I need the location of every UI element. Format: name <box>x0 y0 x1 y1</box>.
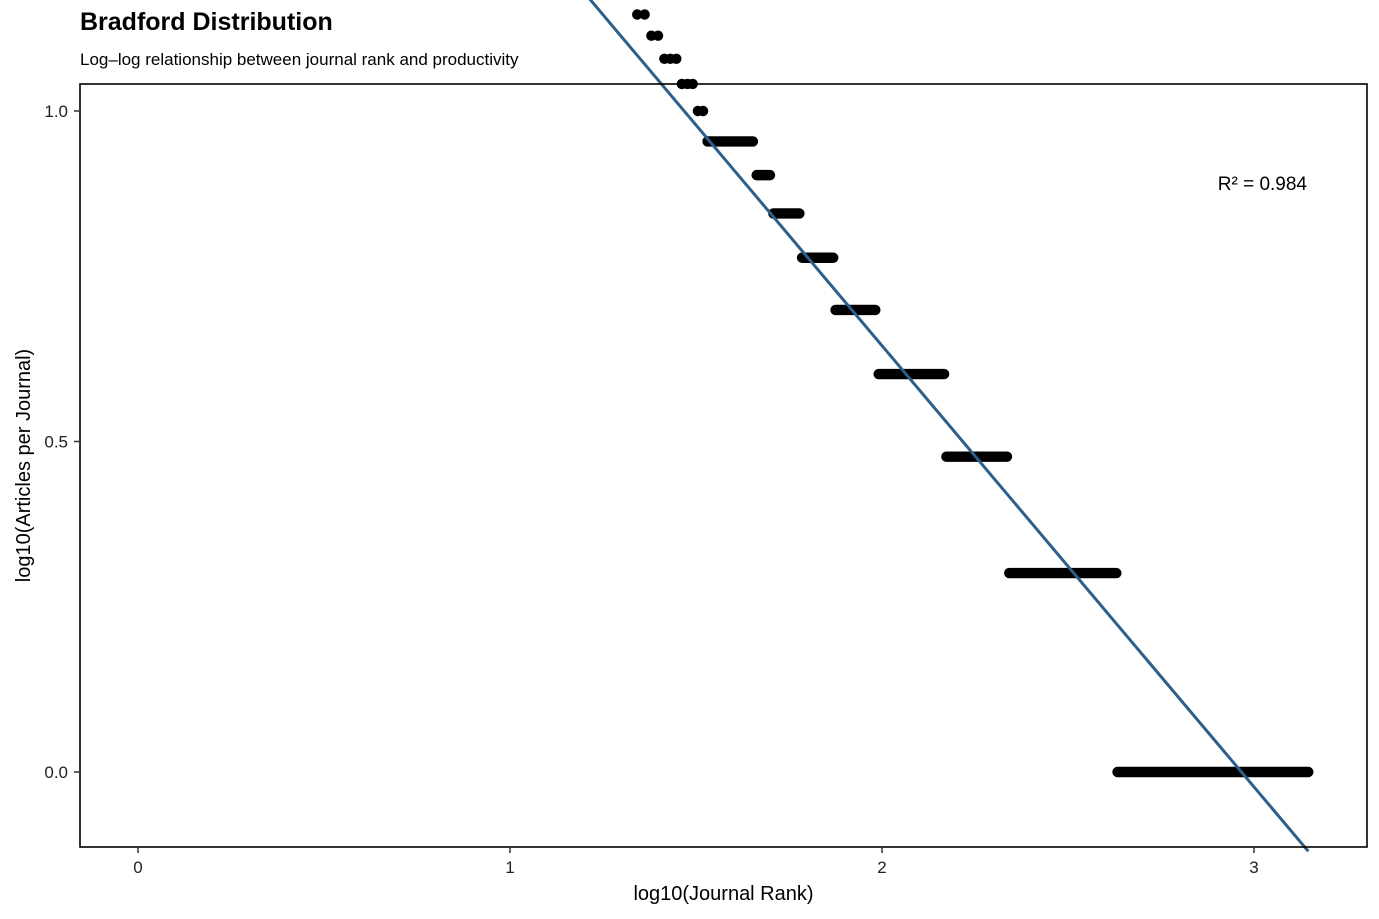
chart-subtitle: Log–log relationship between journal ran… <box>80 50 519 69</box>
y-tick-label: 0.0 <box>44 763 68 782</box>
x-tick-label: 0 <box>133 858 142 877</box>
data-point <box>697 105 709 117</box>
y-tick-label: 1.0 <box>44 102 68 121</box>
data-point <box>671 53 682 64</box>
x-axis-label: log10(Journal Rank) <box>633 883 813 905</box>
y-tick-label: 0.5 <box>44 433 68 452</box>
r-squared-annotation: R² = 0.984 <box>1218 174 1308 195</box>
data-point <box>652 30 664 41</box>
y-axis-label: log10(Articles per Journal) <box>13 349 35 582</box>
x-tick-label: 2 <box>877 858 886 877</box>
data-point <box>639 9 650 20</box>
x-tick-label: 1 <box>505 858 514 877</box>
plot-panel-border <box>79 83 1368 848</box>
plot-marks <box>588 0 1314 853</box>
data-point <box>632 9 643 20</box>
x-tick-label: 3 <box>1249 858 1258 877</box>
chart-title: Bradford Distribution <box>80 8 333 36</box>
regression-line <box>588 0 1310 853</box>
